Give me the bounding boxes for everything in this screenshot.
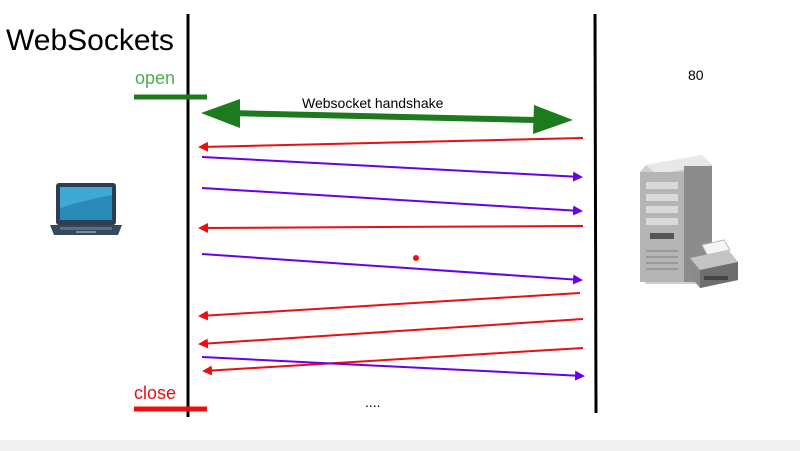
- pointer-dot: [413, 255, 419, 261]
- message-arrow: [201, 253, 583, 285]
- handshake-arrow: [201, 99, 573, 134]
- message-arrow: [198, 318, 584, 349]
- laptop-icon: [50, 183, 122, 235]
- message-arrow: [198, 137, 584, 152]
- port-label: 80: [688, 67, 704, 83]
- server-tower-icon: [640, 155, 712, 284]
- server-timeline: [593, 13, 598, 414]
- message-arrow: [198, 292, 581, 321]
- continuation-dots: ....: [365, 394, 381, 410]
- printer-icon: [690, 239, 738, 288]
- close-label: close: [134, 383, 177, 403]
- message-arrow: [202, 347, 584, 376]
- bottom-bar: [0, 440, 800, 451]
- message-arrow: [201, 187, 583, 216]
- handshake-label: Websocket handshake: [302, 95, 444, 111]
- message-arrow: [201, 356, 585, 381]
- page-title: WebSockets: [6, 24, 174, 57]
- message-arrow: [201, 156, 583, 182]
- message-arrow: [198, 222, 584, 233]
- open-label: open: [135, 68, 176, 88]
